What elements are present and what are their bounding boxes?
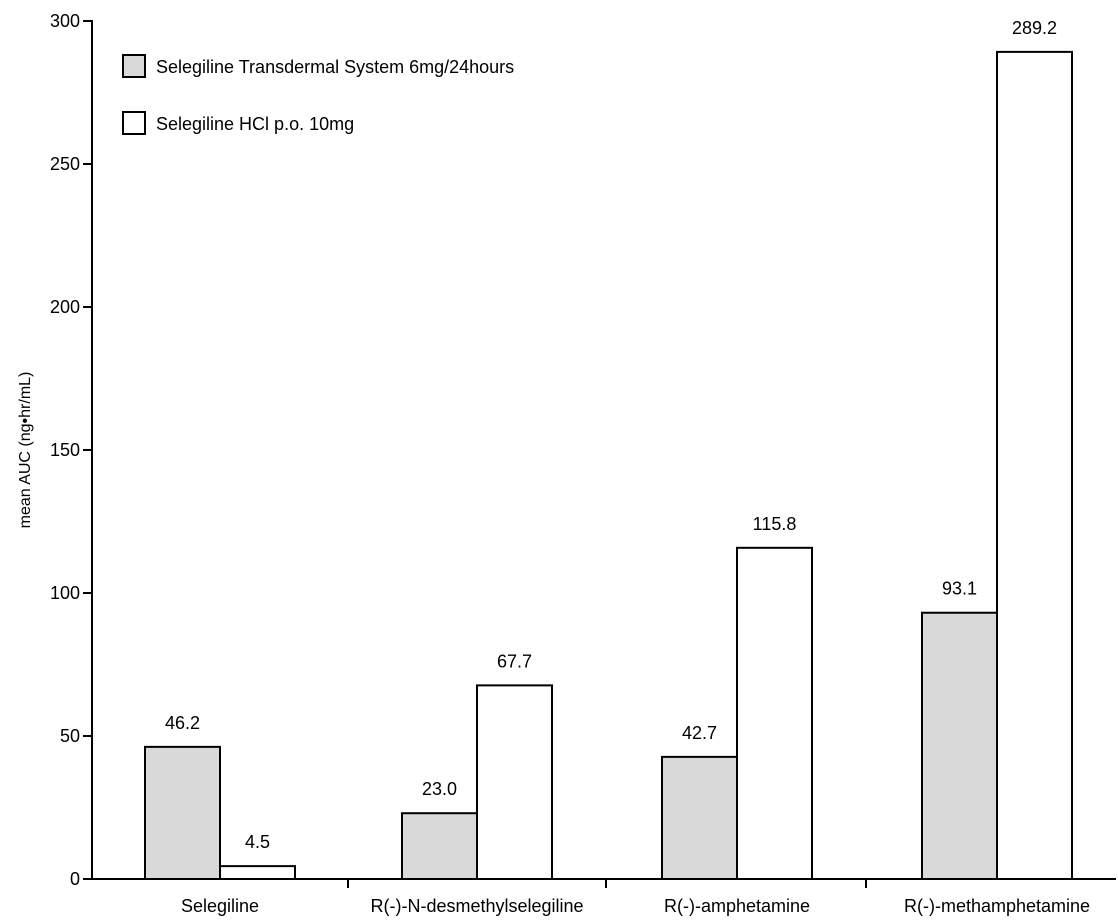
bar-series1-1 (144, 745, 221, 880)
y-tick-label-300: 300 (50, 11, 80, 31)
legend-label-1: Selegiline Transdermal System 6mg/24hour… (156, 57, 514, 77)
y-tick-label-0: 0 (70, 869, 80, 889)
category-label-4: R(-)-methamphetamine (904, 896, 1090, 916)
bar-series2-3 (736, 546, 813, 880)
legend-swatch-2 (122, 111, 146, 135)
bar-series1-2 (401, 812, 478, 880)
value-label-series1-4: 93.1 (942, 579, 977, 599)
value-label-series1-2: 23.0 (422, 779, 457, 799)
y-tick-label-100: 100 (50, 583, 80, 603)
value-label-series2-4: 289.2 (1012, 18, 1057, 38)
y-ticks: 0 50 100 150 200 250 300 (50, 11, 92, 889)
y-tick-label-250: 250 (50, 154, 80, 174)
value-label-series2-2: 67.7 (497, 651, 532, 671)
value-label-series2-3: 115.8 (753, 514, 797, 534)
value-label-series1-1: 46.2 (165, 713, 200, 733)
bar-series1-3 (661, 755, 738, 880)
bar-series2-2 (476, 684, 553, 880)
category-label-1: Selegiline (181, 896, 259, 916)
category-label-2: R(-)-N-desmethylselegiline (370, 896, 583, 916)
y-axis-title: mean AUC (ng•hr/mL) (17, 372, 34, 529)
bars (144, 50, 1073, 881)
value-labels: 46.2 23.0 42.7 93.1 4.5 67.7 115.8 289.2 (165, 18, 1057, 852)
legend-label-2: Selegiline HCl p.o. 10mg (156, 114, 354, 134)
legend-swatch-1 (122, 54, 146, 78)
legend: Selegiline Transdermal System 6mg/24hour… (122, 54, 514, 135)
x-ticks: Selegiline R(-)-N-desmethylselegiline R(-)… (181, 879, 1090, 916)
bar-series2-1 (219, 865, 296, 881)
y-tick-label-150: 150 (50, 440, 80, 460)
bar-series1-4 (921, 611, 998, 880)
y-tick-label-50: 50 (60, 726, 80, 746)
y-tick-label-200: 200 (50, 297, 80, 317)
category-label-3: R(-)-amphetamine (664, 896, 810, 916)
bar-series2-4 (996, 50, 1073, 880)
value-label-series1-3: 42.7 (682, 723, 717, 743)
value-label-series2-1: 4.5 (245, 832, 270, 852)
